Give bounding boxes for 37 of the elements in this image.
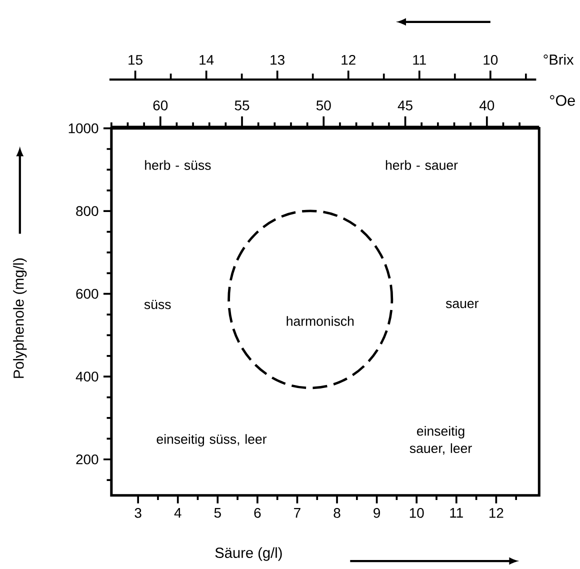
x-tick-label: 12 bbox=[489, 508, 504, 518]
x-axis-title: Säure (g/l) bbox=[215, 547, 282, 561]
text: 10 bbox=[484, 54, 498, 65]
y-tick-label: 200 bbox=[76, 454, 98, 464]
x-tick-label: 8 bbox=[334, 508, 340, 518]
text: 15 bbox=[128, 55, 142, 65]
x2-axis-title: °Oe bbox=[550, 95, 575, 106]
annotation: süss bbox=[144, 300, 171, 310]
y-tick-label: 800 bbox=[76, 206, 98, 216]
annotation: herb - sauer bbox=[386, 160, 458, 170]
y-tick-label: 600 bbox=[76, 288, 98, 299]
x-tick-label: 4 bbox=[174, 508, 182, 518]
x-tick-label: 10 bbox=[410, 508, 424, 518]
text: 13 bbox=[270, 54, 284, 65]
x-tick-label: 11 bbox=[450, 508, 463, 518]
x-tick-label: 6 bbox=[254, 508, 261, 518]
x2-tick-label: 55 bbox=[234, 100, 250, 110]
x-tick-label: 9 bbox=[374, 508, 380, 518]
annotation: herb - süss bbox=[145, 160, 211, 170]
text: 11 bbox=[413, 55, 426, 65]
y-tick-label: 1000 bbox=[68, 123, 98, 134]
y-tick-label: 400 bbox=[76, 372, 98, 382]
x-tick-label: 7 bbox=[294, 508, 300, 518]
annotation: einseitig sauer, leer bbox=[410, 426, 472, 455]
text: 14 bbox=[200, 55, 214, 65]
x2-tick-label: 60 bbox=[153, 100, 168, 110]
annotation: harmonisch bbox=[286, 316, 354, 326]
x2-tick-label: 45 bbox=[398, 100, 412, 110]
x-tick-label: 5 bbox=[214, 508, 221, 518]
annotation: sauer bbox=[446, 300, 479, 308]
y-axis-title: Polyphenole (mg/l) bbox=[13, 258, 27, 378]
text: °Brix bbox=[544, 54, 574, 65]
x2-tick-label: 50 bbox=[316, 100, 331, 110]
x-tick-label: 3 bbox=[134, 508, 142, 518]
x2-tick-label: 40 bbox=[479, 100, 494, 110]
annotation: einseitig süss, leer bbox=[156, 434, 267, 446]
text: 12 bbox=[342, 54, 356, 65]
